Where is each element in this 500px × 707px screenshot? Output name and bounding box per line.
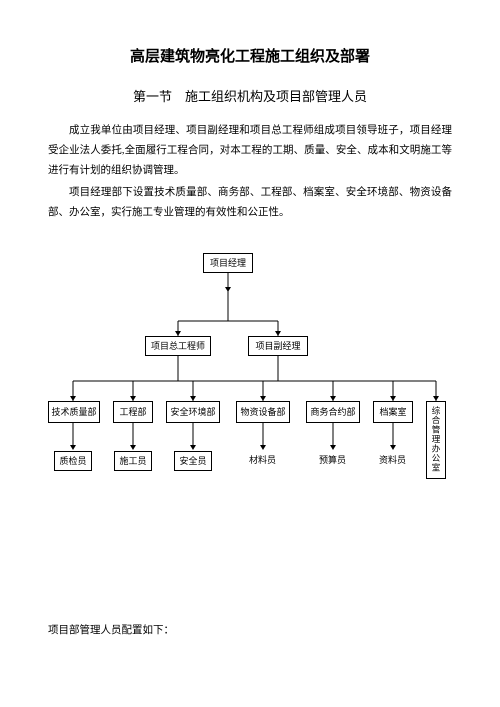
chart-connectors [48,251,452,511]
node-dept-safety-env: 安全环境部 [166,401,220,423]
arrow-icon [390,445,396,450]
node-chief-engineer: 项目总工程师 [145,336,211,356]
node-dept-tech-quality: 技术质量部 [48,401,100,423]
node-leaf-safety-officer: 安全员 [174,451,212,471]
arrow-icon [225,287,231,292]
node-dept-commercial: 商务合约部 [306,401,360,423]
arrow-icon [260,445,266,450]
node-leaf-budget-clerk: 预算员 [319,453,346,466]
node-leaf-material-clerk: 材料员 [249,453,276,466]
paragraph-2: 项目经理部下设置技术质量部、商务部、工程部、档案室、安全环境部、物资设备部、办公… [48,183,452,223]
node-dept-general-office: 综合管理办公室 [426,401,446,479]
arrow-icon [70,445,76,450]
arrow-icon [190,445,196,450]
footer-text: 项目部管理人员配置如下： [48,622,174,637]
node-root: 项目经理 [203,253,253,273]
node-dept-engineering: 工程部 [113,401,153,423]
org-chart: 项目经理 项目总工程师 项目副经理 技术质量部 工程部 安全环境部 物资设备部 … [48,251,452,511]
paragraph-1: 成立我单位由项目经理、项目副经理和项目总工程师组成项目领导班子，项目经理受企业法… [48,121,452,181]
node-deputy-manager: 项目副经理 [248,336,308,356]
node-leaf-quality-inspector: 质检员 [54,451,92,471]
document-title: 高层建筑物亮化工程施工组织及部署 [48,45,452,66]
node-dept-materials: 物资设备部 [236,401,290,423]
node-leaf-document-clerk: 资料员 [379,453,406,466]
section-subtitle: 第一节 施工组织机构及项目部管理人员 [48,86,452,105]
arrow-icon [330,445,336,450]
node-leaf-construction: 施工员 [114,451,152,471]
arrow-icon [130,445,136,450]
node-dept-archives: 档案室 [373,401,413,423]
